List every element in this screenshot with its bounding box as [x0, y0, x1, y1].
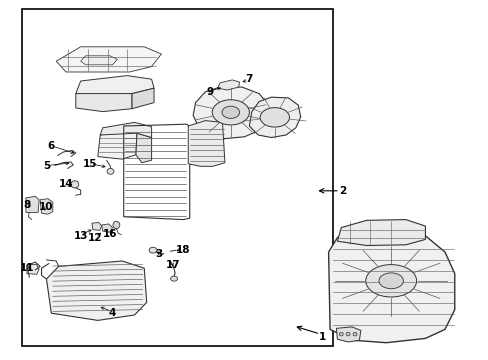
Text: 7: 7 [245, 74, 253, 84]
Ellipse shape [260, 108, 289, 127]
Text: 8: 8 [23, 200, 30, 210]
Text: 18: 18 [176, 245, 190, 255]
Text: 11: 11 [20, 263, 34, 273]
Text: 14: 14 [59, 179, 73, 189]
Polygon shape [328, 225, 454, 343]
Polygon shape [132, 88, 154, 109]
Polygon shape [100, 122, 151, 138]
Ellipse shape [222, 106, 239, 118]
Ellipse shape [339, 332, 343, 336]
Polygon shape [56, 47, 161, 72]
Polygon shape [46, 261, 146, 320]
Text: 17: 17 [166, 260, 181, 270]
Polygon shape [81, 56, 117, 65]
Polygon shape [92, 222, 102, 230]
Text: 6: 6 [48, 141, 55, 151]
Polygon shape [188, 121, 224, 166]
Text: 2: 2 [338, 186, 345, 196]
Polygon shape [102, 224, 112, 232]
Text: 1: 1 [319, 332, 325, 342]
Text: 3: 3 [155, 249, 162, 259]
Text: 16: 16 [102, 229, 117, 239]
Polygon shape [40, 199, 53, 214]
Ellipse shape [212, 100, 249, 125]
Polygon shape [26, 196, 39, 212]
Polygon shape [98, 130, 137, 159]
Ellipse shape [149, 247, 157, 253]
Polygon shape [337, 220, 425, 246]
Polygon shape [76, 94, 132, 112]
Ellipse shape [378, 273, 403, 289]
Text: 9: 9 [206, 87, 213, 97]
Polygon shape [76, 76, 154, 97]
Bar [22, 9, 332, 346]
Ellipse shape [170, 276, 177, 281]
Polygon shape [136, 133, 151, 163]
Text: 12: 12 [88, 233, 102, 243]
Polygon shape [27, 265, 39, 274]
Ellipse shape [113, 221, 120, 229]
Text: 15: 15 [83, 159, 98, 169]
Ellipse shape [365, 265, 416, 297]
Polygon shape [249, 97, 300, 138]
Polygon shape [336, 327, 360, 342]
Text: 4: 4 [108, 308, 116, 318]
Ellipse shape [352, 332, 356, 336]
Ellipse shape [107, 168, 114, 174]
Text: 5: 5 [43, 161, 50, 171]
Polygon shape [217, 80, 239, 90]
Text: 10: 10 [39, 202, 54, 212]
Ellipse shape [346, 332, 349, 336]
Polygon shape [193, 86, 267, 139]
Ellipse shape [71, 181, 79, 188]
Text: 13: 13 [73, 231, 88, 241]
